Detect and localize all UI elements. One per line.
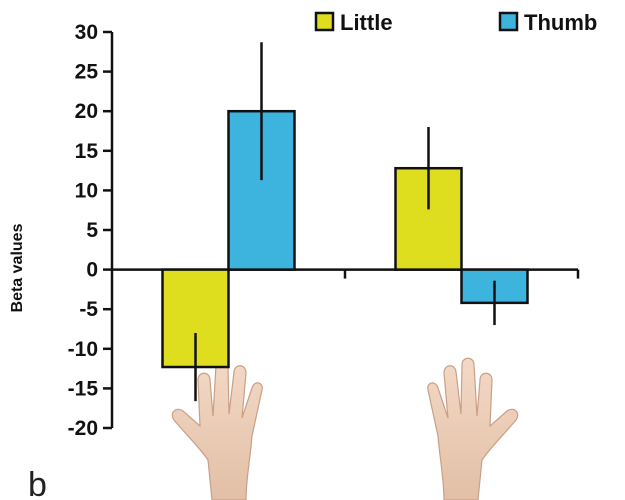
y-tick-label: 20 xyxy=(75,100,98,123)
legend-swatch-thumb xyxy=(498,11,519,32)
legend-label-thumb: Thumb xyxy=(524,10,597,35)
axes xyxy=(103,30,580,430)
y-tick-label: 5 xyxy=(86,219,98,242)
y-tick-label: -5 xyxy=(79,298,98,321)
y-tick-label: 15 xyxy=(75,140,99,163)
y-tick-label: 25 xyxy=(75,61,99,84)
y-tick-label: -10 xyxy=(68,338,98,361)
y-tick-label: 30 xyxy=(75,21,98,44)
y-tick-label: -20 xyxy=(68,417,98,440)
legend: Little Thumb xyxy=(314,10,597,35)
y-axis-label: Beta values xyxy=(9,223,26,312)
bars-group xyxy=(161,42,529,402)
right-hand-icon xyxy=(427,357,519,500)
legend-label-little: Little xyxy=(340,10,393,35)
y-tick-label: 0 xyxy=(86,259,98,282)
legend-swatch-little xyxy=(314,11,335,32)
y-tick-label: -15 xyxy=(68,377,99,400)
y-tick-label: 10 xyxy=(75,179,98,202)
panel-label: b xyxy=(28,466,47,500)
left-hand-icon xyxy=(171,357,263,500)
y-tick-labels: 30 25 20 15 10 5 0 -5 -10 -15 -20 xyxy=(68,21,99,440)
